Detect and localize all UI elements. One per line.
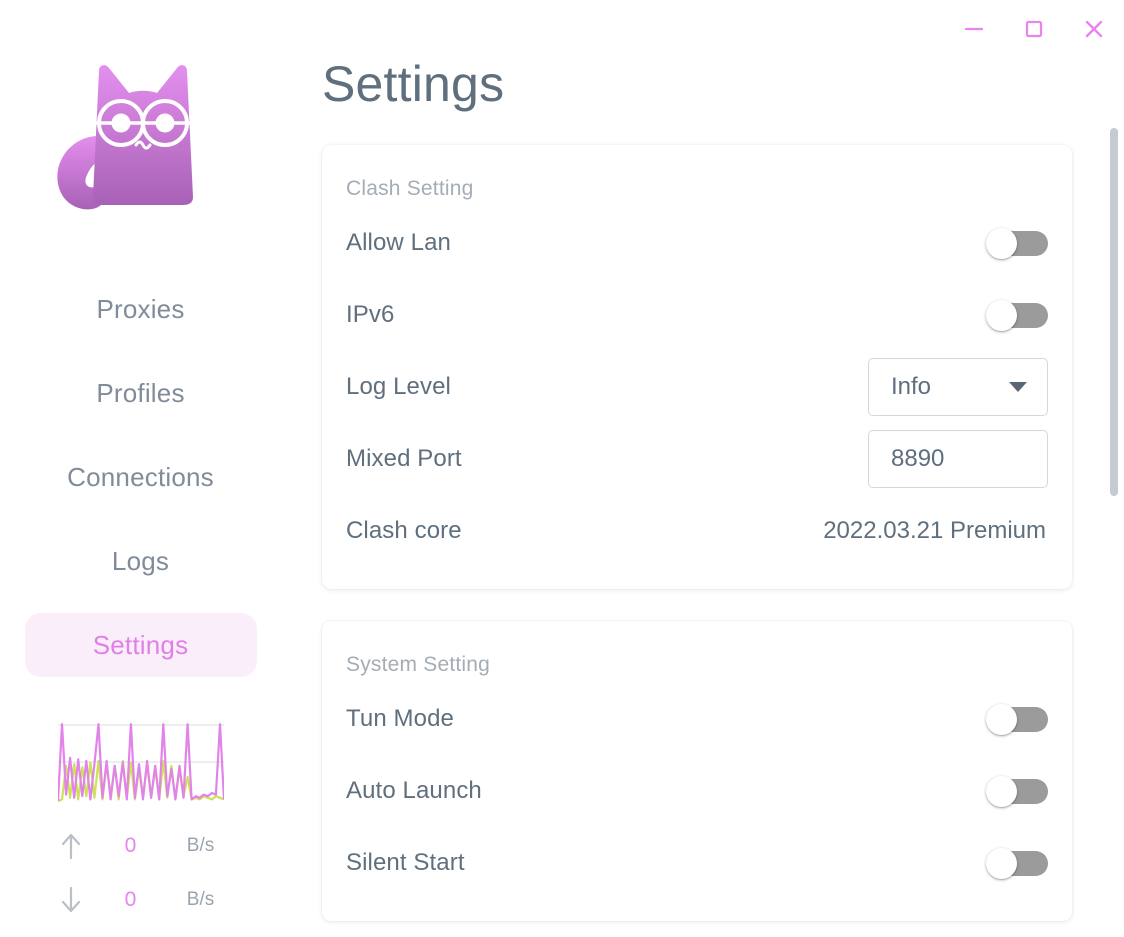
close-icon [1085,20,1103,38]
clash-cat-logo-icon [56,64,193,209]
setting-label: Auto Launch [346,777,482,804]
setting-label: Tun Mode [346,705,454,732]
minimize-button[interactable] [944,0,1004,58]
download-speed-value: 0 [124,888,137,911]
vertical-scrollbar-thumb[interactable] [1110,128,1118,496]
silent-start-toggle[interactable] [986,848,1048,879]
card-clash-setting: Clash Setting Allow Lan IPv6 Log Level [322,145,1072,589]
maximize-button[interactable] [1004,0,1064,58]
setting-label: IPv6 [346,301,395,328]
page-title: Settings [322,56,505,112]
download-speed-row: 0 B/s [46,873,236,927]
setting-label: Clash core [346,517,462,544]
download-speed-unit: B/s [186,889,215,910]
logo-container [41,24,241,229]
upload-speed-row: 0 B/s [46,819,236,873]
sidebar-item-label: Proxies [96,293,185,324]
toggle-knob [986,848,1017,879]
chart-series-upload [57,723,224,802]
chevron-down-icon [1009,382,1027,392]
speed-indicators: 0 B/s 0 B/s [46,819,236,927]
maximize-icon [1025,20,1043,38]
setting-row-mixed-port: Mixed Port 8890 [346,423,1048,495]
setting-row-tun-mode: Tun Mode [346,683,1048,755]
log-level-selected-value: Info [891,373,932,400]
upload-arrow-icon [46,831,96,861]
setting-label: Mixed Port [346,445,462,472]
upload-speed-value: 0 [124,834,137,857]
traffic-widget: 0 B/s 0 B/s [0,717,281,927]
card-system-setting: System Setting Tun Mode Auto Launch Sile… [322,621,1072,921]
sidebar-item-profiles[interactable]: Profiles [25,361,257,425]
vertical-scrollbar-track[interactable] [1106,0,1120,937]
mixed-port-input[interactable]: 8890 [868,430,1048,488]
sidebar-item-label: Settings [92,629,189,660]
allow-lan-toggle[interactable] [986,228,1048,259]
mixed-port-value: 8890 [891,445,945,472]
sidebar: Proxies Profiles Connections Logs Settin… [0,0,281,937]
sidebar-item-settings[interactable]: Settings [24,613,257,677]
toggle-knob [986,300,1017,331]
log-level-select[interactable]: Info [868,358,1048,416]
sidebar-item-logs[interactable]: Logs [25,529,257,593]
setting-row-clash-core: Clash core 2022.03.21 Premium [346,495,1048,567]
setting-row-silent-start: Silent Start [346,827,1048,899]
sidebar-item-label: Profiles [96,377,185,408]
setting-row-allow-lan: Allow Lan [346,207,1048,279]
setting-row-log-level: Log Level Info [346,351,1048,423]
traffic-chart [57,717,224,805]
auto-launch-toggle[interactable] [986,776,1048,807]
card-title: System Setting [346,653,491,676]
setting-label: Silent Start [346,849,465,876]
ipv6-toggle[interactable] [986,300,1048,331]
close-button[interactable] [1064,0,1124,58]
main-content: Settings Clash Setting Allow Lan IPv6 Lo… [281,0,1124,937]
tun-mode-toggle[interactable] [986,704,1048,735]
download-arrow-icon [46,885,96,915]
clash-core-version: 2022.03.21 Premium [823,517,1046,544]
chart-gridlines [57,724,224,763]
card-title: Clash Setting [346,177,474,200]
setting-row-ipv6: IPv6 [346,279,1048,351]
sidebar-item-label: Logs [111,545,170,576]
window-controls [944,0,1124,58]
sidebar-item-label: Connections [67,461,214,492]
toggle-knob [986,228,1017,259]
sidebar-nav: Proxies Profiles Connections Logs Settin… [0,277,281,677]
traffic-chart-svg [57,723,224,803]
setting-row-auto-launch: Auto Launch [346,755,1048,827]
sidebar-item-proxies[interactable]: Proxies [25,277,257,341]
setting-label: Allow Lan [346,229,451,256]
toggle-knob [986,704,1017,735]
upload-speed-unit: B/s [186,835,215,856]
sidebar-item-connections[interactable]: Connections [25,445,257,509]
minimize-icon [964,27,984,31]
toggle-knob [986,776,1017,807]
setting-label: Log Level [346,373,451,400]
